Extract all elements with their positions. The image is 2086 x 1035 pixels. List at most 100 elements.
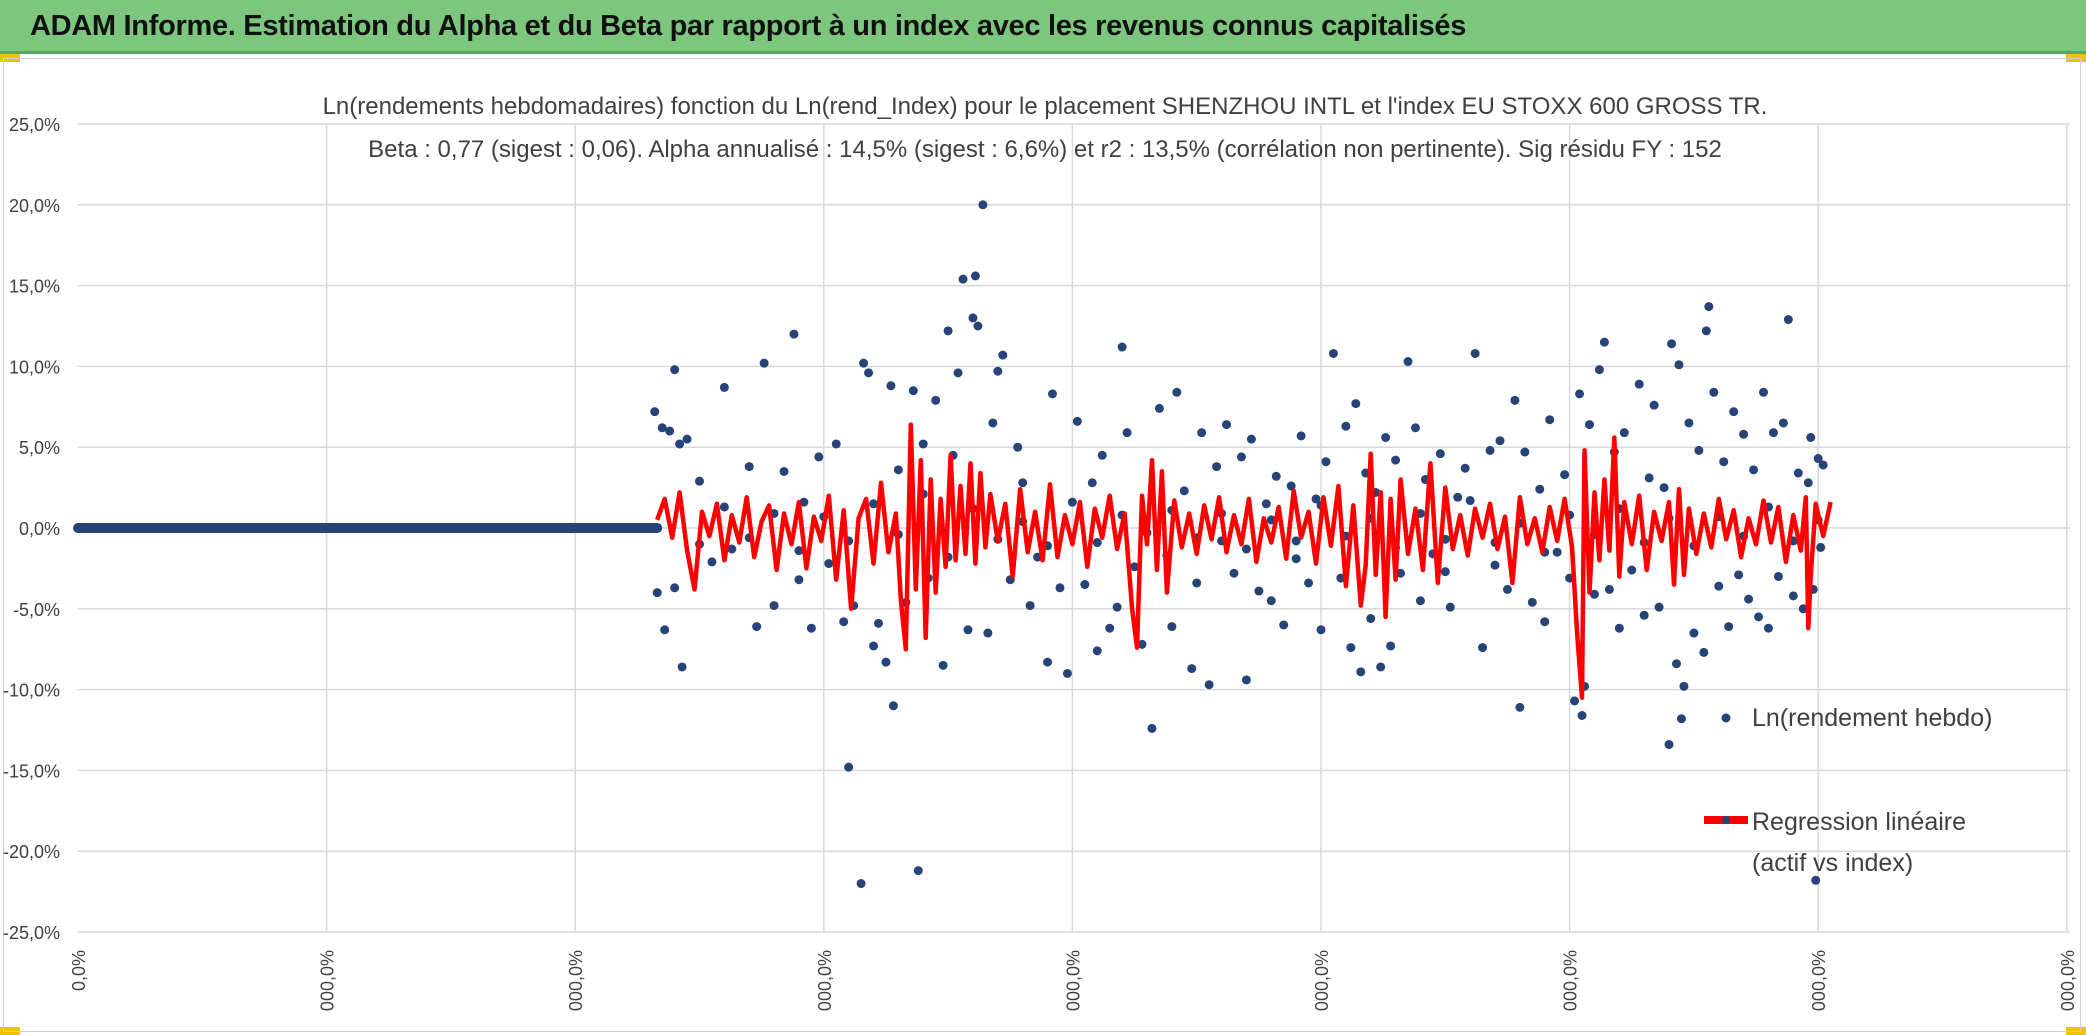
scatter-point [1403, 357, 1413, 367]
scatter-point [1092, 646, 1102, 656]
scatter-point [719, 382, 729, 392]
scatter-point [1254, 586, 1264, 596]
scatter-point [983, 628, 993, 638]
x-tick-label: 000,0% [2058, 950, 2078, 1011]
chart-subtitle: Beta : 0,77 (sigest : 0,06). Alpha annua… [368, 136, 1722, 163]
scatter-point [1453, 492, 1463, 502]
scatter-point [1013, 442, 1023, 452]
scatter-point [1694, 445, 1704, 455]
scatter-point [1261, 499, 1271, 509]
scatter-point [1684, 418, 1694, 428]
scatter-point [752, 622, 762, 632]
scatter-point [814, 452, 824, 462]
scatter-point [1222, 420, 1232, 430]
scatter-point [831, 439, 841, 449]
scatter-point [953, 368, 963, 378]
scatter-point [1773, 571, 1783, 581]
y-tick-label: 10,0% [9, 357, 60, 377]
regression-line [655, 422, 1833, 700]
scatter-point [1435, 449, 1445, 459]
y-tick-label: -15,0% [3, 761, 60, 781]
scatter-point [1067, 497, 1077, 507]
scatter-point [881, 657, 891, 667]
scatter-point [1634, 379, 1644, 389]
scatter-point [1639, 610, 1649, 620]
scatter-point [963, 625, 973, 635]
scatter-point [1485, 445, 1495, 455]
scatter-point [1043, 657, 1053, 667]
scatter-point [1130, 562, 1140, 572]
scatter-point [1117, 342, 1127, 352]
scatter-point [727, 544, 737, 554]
scatter-point [1679, 681, 1689, 691]
scatter-point [1346, 643, 1356, 653]
scatter-point [1147, 723, 1157, 733]
scatter-point [1667, 339, 1677, 349]
y-tick-label: 15,0% [9, 277, 60, 297]
scatter-point [1192, 578, 1202, 588]
scatter-point [1316, 625, 1326, 635]
scatter-point [1055, 583, 1065, 593]
scatter-point [1659, 483, 1669, 493]
scatter-point [1811, 875, 1821, 885]
scatter-point [1241, 544, 1251, 554]
scatter-point [1381, 433, 1391, 443]
scatter-point [1689, 628, 1699, 638]
scatter-point [1328, 348, 1338, 358]
scatter-point [943, 326, 953, 336]
scatter-point [973, 321, 983, 331]
scatter-point [1396, 568, 1406, 578]
scatter-point [1552, 547, 1562, 557]
scatter-point [886, 381, 896, 391]
scatter-point [1465, 496, 1475, 506]
y-tick-label: -10,0% [3, 681, 60, 701]
scatter-point [1803, 478, 1813, 488]
scatter-point [794, 575, 804, 585]
scatter-point [1535, 484, 1545, 494]
legend: Ln(rendement hebdo) Regression linéaire … [1704, 704, 1992, 877]
scatter-point [1704, 302, 1714, 312]
scatter-point [1671, 659, 1681, 669]
scatter-point [1654, 602, 1664, 612]
x-tick-label: 000,0% [1063, 950, 1083, 1011]
scatter-point [998, 350, 1008, 360]
scatter-point [968, 313, 978, 323]
scatter-point [1440, 567, 1450, 577]
scatter-point [856, 879, 866, 889]
scatter-point [869, 499, 879, 509]
scatter-point [1744, 594, 1754, 604]
scatter-point [1341, 421, 1351, 431]
y-tick-label: 0,0% [19, 519, 60, 539]
scatter-point [1520, 447, 1530, 457]
legend-regression-label-line2: (actif vs index) [1752, 849, 1913, 877]
scatter-point [1072, 416, 1082, 426]
legend-regression-label: Regression linéaire [1752, 808, 1966, 836]
y-tick-label: -5,0% [13, 600, 60, 620]
scatter-point [744, 462, 754, 472]
scatter-point [1179, 486, 1189, 496]
x-tick-label: 000,0% [815, 950, 835, 1011]
scatter-point [1818, 460, 1828, 470]
scatter-point [1719, 457, 1729, 467]
scatter-point [1644, 473, 1654, 483]
scatter-point [1167, 622, 1177, 632]
scatter-point [1813, 454, 1823, 464]
scatter-point [1105, 623, 1115, 633]
x-axis-ticks: 0,0% 000,0% 000,0% 000,0% 000,0% 000,0% 000,0%… [69, 950, 2078, 1011]
scatter-point [1241, 675, 1251, 685]
scatter-point [1783, 315, 1793, 325]
scatter-point [1806, 433, 1816, 443]
scatter-point [1793, 468, 1803, 478]
scatter-point [1676, 714, 1686, 724]
scatter-point [918, 439, 928, 449]
scatter-point [707, 557, 717, 567]
scatter-point [1080, 580, 1090, 590]
scatter-point [719, 502, 729, 512]
scatter-point [824, 559, 834, 569]
scatter-point [869, 641, 879, 651]
scatter-point [1754, 612, 1764, 622]
scatter-point [1291, 554, 1301, 564]
scatter-point [675, 439, 685, 449]
scatter-point [1540, 617, 1550, 627]
scatter-point [695, 476, 704, 486]
